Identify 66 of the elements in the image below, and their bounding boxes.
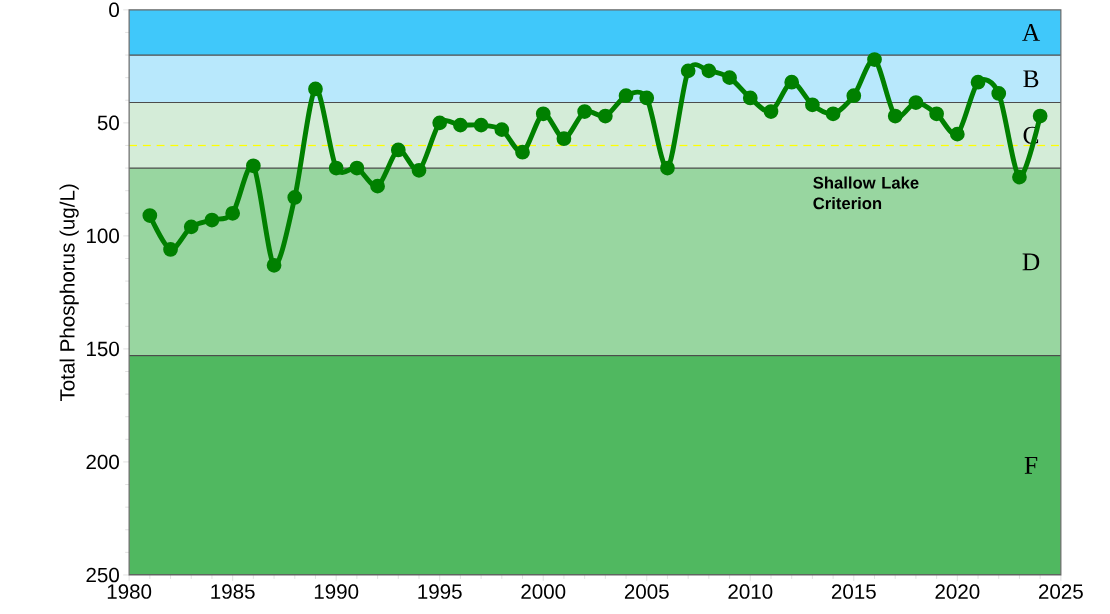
x-tick-label: 2025 — [1039, 584, 1083, 599]
point — [701, 63, 717, 79]
point — [287, 189, 303, 205]
point — [163, 241, 178, 257]
point — [577, 104, 593, 119]
point — [867, 52, 882, 67]
point — [908, 95, 924, 110]
point — [722, 70, 737, 85]
x-tick-label: 2005 — [624, 584, 669, 599]
x-tick-label: 1985 — [211, 584, 255, 599]
point — [328, 160, 344, 176]
y-tick-label: 200 — [86, 454, 119, 470]
point — [597, 108, 613, 124]
x-tick-label: 1990 — [314, 584, 359, 599]
point — [225, 205, 241, 221]
point — [1012, 169, 1027, 185]
x-tick-label: 1980 — [107, 584, 152, 599]
y-tick-label: 250 — [86, 567, 119, 583]
band-label: A — [1022, 23, 1041, 41]
point — [805, 97, 820, 113]
x-tick-label: 1995 — [418, 584, 462, 599]
y-tick-label: 0 — [109, 2, 119, 17]
point — [784, 74, 800, 90]
band-label: F — [1024, 456, 1038, 474]
point — [887, 108, 903, 124]
y-tick-label: 50 — [97, 115, 119, 131]
point — [494, 122, 510, 137]
point — [245, 158, 261, 174]
point — [535, 106, 551, 122]
point — [473, 117, 489, 133]
y-tick-label: 100 — [87, 228, 119, 244]
point — [639, 90, 655, 106]
point — [825, 106, 841, 122]
band-label: D — [1022, 253, 1040, 271]
point — [411, 162, 427, 178]
point — [949, 126, 965, 142]
x-tick-label: 2010 — [728, 584, 773, 599]
point — [308, 81, 323, 97]
point — [142, 208, 158, 223]
point — [680, 63, 696, 79]
ref-line-label: Shallow Lake Criterion — [813, 176, 919, 210]
y-tick-label: 150 — [87, 341, 119, 357]
point — [370, 178, 385, 194]
x-tick-label: 2020 — [935, 584, 980, 599]
point — [183, 219, 199, 235]
point — [266, 257, 282, 273]
point — [204, 212, 220, 228]
point — [1032, 108, 1048, 124]
point — [453, 117, 468, 133]
point — [349, 160, 365, 176]
point — [763, 104, 779, 119]
point — [970, 74, 986, 90]
band-label: B — [1023, 70, 1039, 88]
point — [660, 160, 675, 176]
point — [618, 88, 634, 103]
point — [742, 90, 758, 106]
x-tick-label: 2015 — [831, 584, 876, 599]
point — [432, 115, 448, 131]
point — [515, 144, 530, 160]
point — [390, 142, 406, 158]
point — [846, 88, 862, 103]
point — [929, 106, 944, 122]
point — [556, 131, 572, 146]
point — [991, 85, 1007, 101]
y-axis-title: Total Phosphorus (ug/L) — [59, 184, 79, 401]
x-tick-label: 2000 — [521, 584, 566, 599]
